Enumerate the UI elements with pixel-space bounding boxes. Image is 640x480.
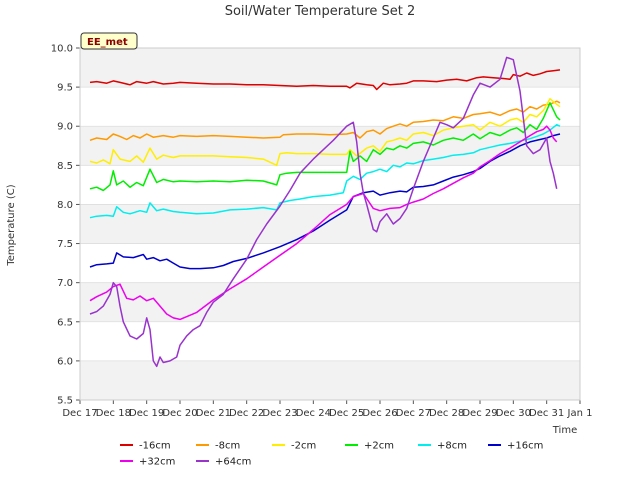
y-tick-label: 5.5 xyxy=(57,396,73,407)
y-tick-label: 9.0 xyxy=(57,122,73,133)
background-bands xyxy=(80,47,580,401)
grid-band xyxy=(80,204,580,244)
badge-label: EE_met xyxy=(87,37,128,48)
legend-label: +16cm xyxy=(507,441,543,452)
series-line-+8cm xyxy=(89,123,561,219)
x-tick-label: Dec 24 xyxy=(296,408,331,419)
y-tick-label: 8.5 xyxy=(57,161,73,172)
legend-label: +2cm xyxy=(364,441,394,452)
y-axis-ticks: 5.5 6.0 6.5 7.0 7.5 8.0 8.5 9.0 9.5 10.0 xyxy=(51,44,80,407)
x-tick-label: Dec 23 xyxy=(262,408,297,419)
station-badge: EE_met xyxy=(80,32,138,50)
x-tick-label: Jan 1 xyxy=(567,408,593,419)
x-tick-label: Dec 28 xyxy=(429,408,464,419)
legend-label: -16cm xyxy=(139,441,171,452)
x-tick-label: Dec 30 xyxy=(496,408,531,419)
y-tick-label: 7.0 xyxy=(57,278,73,289)
x-tick-label: Dec 17 xyxy=(62,408,97,419)
legend-label: -8cm xyxy=(215,441,240,452)
legend-label: +64cm xyxy=(215,457,251,468)
series-line-+2cm xyxy=(89,102,561,192)
x-axis-label: Time xyxy=(552,425,577,436)
plot-frame xyxy=(79,47,581,401)
y-tick-label: 9.5 xyxy=(57,83,73,94)
x-tick-label: Dec 31 xyxy=(529,408,564,419)
legend-label: +8cm xyxy=(437,441,467,452)
series-lines xyxy=(89,56,561,368)
x-tick-label: Dec 21 xyxy=(196,408,231,419)
x-tick-label: Dec 19 xyxy=(129,408,164,419)
x-tick-label: Dec 29 xyxy=(462,408,497,419)
legend: -16cm -8cm -2cm +2cm +8cm +16cm +32cm +64cm xyxy=(120,441,543,468)
y-tick-label: 10.0 xyxy=(51,44,73,55)
grid-band xyxy=(80,48,580,88)
x-tick-label: Dec 20 xyxy=(162,408,197,419)
chart-title: Soil/Water Temperature Set 2 xyxy=(225,4,416,19)
x-tick-label: Dec 26 xyxy=(362,408,397,419)
y-tick-label: 7.5 xyxy=(57,239,73,250)
legend-label: -2cm xyxy=(291,441,316,452)
series-line--2cm xyxy=(89,98,561,167)
series-line-+64cm xyxy=(89,56,558,368)
x-tick-label: Dec 22 xyxy=(229,408,264,419)
y-tick-label: 8.0 xyxy=(57,200,73,211)
series-line-+16cm xyxy=(89,133,561,270)
series-line-+32cm xyxy=(89,125,558,321)
y-tick-label: 6.0 xyxy=(57,356,73,367)
grid-band xyxy=(80,360,580,400)
x-tick-label: Dec 18 xyxy=(96,408,131,419)
legend-label: +32cm xyxy=(139,457,175,468)
y-axis-label: Temperature (C) xyxy=(6,184,17,266)
grid-band xyxy=(80,282,580,322)
x-tick-label: Dec 27 xyxy=(396,408,431,419)
series-line--8cm xyxy=(89,100,561,142)
y-tick-label: 6.5 xyxy=(57,317,73,328)
x-tick-label: Dec 25 xyxy=(329,408,364,419)
series-line--16cm xyxy=(89,69,561,91)
